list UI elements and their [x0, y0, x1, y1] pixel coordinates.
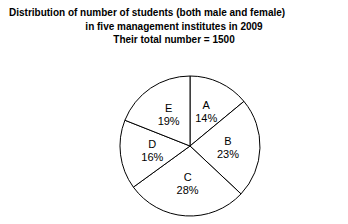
svg-text:in five management institutes: in five management institutes in 2009: [85, 21, 263, 32]
svg-text:E: E: [165, 102, 172, 114]
svg-text:A: A: [203, 99, 211, 111]
svg-text:C: C: [184, 171, 192, 183]
svg-text:D: D: [148, 138, 156, 150]
svg-text:Distribution of number of stud: Distribution of number of students (both…: [9, 7, 285, 18]
svg-text:23%: 23%: [217, 148, 239, 160]
svg-text:Their total number = 1500: Their total number = 1500: [113, 34, 235, 45]
svg-text:28%: 28%: [177, 184, 199, 196]
svg-text:B: B: [224, 135, 231, 147]
svg-text:14%: 14%: [195, 112, 217, 124]
svg-text:19%: 19%: [158, 115, 180, 127]
svg-text:16%: 16%: [141, 151, 163, 163]
